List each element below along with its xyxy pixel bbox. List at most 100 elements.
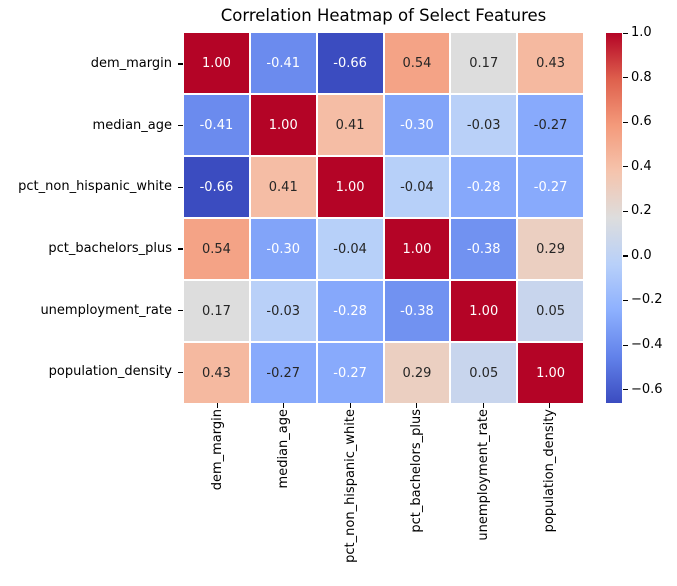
cell-value: -0.38 [400,303,434,319]
heatmap-cell: 1.00 [317,157,383,217]
heatmap-cell: 1.00 [250,95,316,155]
y-tick-mark [178,248,183,250]
y-tick-mark [178,63,183,65]
heatmap-grid: 1.00 -0.41 -0.66 0.54 0.17 0.43 -0.41 1.00 0.41 -… [184,33,583,403]
heatmap-cell: 0.41 [250,157,316,217]
cell-value: 0.54 [402,55,432,71]
cell-value: -0.04 [333,241,367,257]
heatmap-cell: -0.41 [184,95,249,155]
colorbar-tick-label: −0.2 [631,292,663,308]
colorbar-tick-label: −0.6 [631,381,663,397]
heatmap-cell: -0.41 [250,33,316,93]
colorbar-tick-mark [623,166,628,168]
heatmap-cell: 0.43 [518,33,583,93]
y-tick-mark [178,125,183,127]
colorbar-tick-mark [623,299,628,302]
cell-value: 1.00 [536,365,566,381]
y-tick-label: pct_bachelors_plus [48,240,172,256]
heatmap-cell: -0.38 [384,281,450,341]
heatmap-cell: 0.43 [184,343,249,403]
cell-value: -0.41 [266,55,301,71]
heatmap-cell: 0.17 [184,281,249,341]
heatmap-cell: 0.29 [384,343,450,403]
cell-value: 0.41 [268,179,298,195]
cell-value: 0.05 [469,365,499,381]
colorbar-tick-mark [623,210,628,212]
heatmap-cell: 0.41 [317,95,383,155]
heatmap-cell: -0.66 [184,157,249,217]
heatmap-cell: -0.30 [384,95,450,155]
cell-value: 0.29 [402,365,432,381]
x-tick-mark [549,403,551,408]
colorbar [606,33,622,403]
heatmap-cell: 0.29 [518,219,583,279]
cell-value: 0.41 [335,117,365,133]
colorbar-tick-label: 1.0 [631,25,652,40]
x-tick-mark [482,403,484,408]
cell-value: 0.29 [536,241,566,257]
x-tick-mark [216,403,218,408]
cell-value: -0.38 [466,241,501,257]
cell-value: 0.17 [201,303,231,319]
colorbar-tick-label: 0.6 [631,114,652,130]
x-tick-label: median_age [276,409,292,489]
heatmap-cell: 0.17 [451,33,517,93]
y-tick-mark [178,371,183,373]
x-tick-mark [349,403,351,408]
x-tick-label: population_density [542,409,558,533]
colorbar-tick-mark [623,255,628,257]
colorbar-tick-mark [623,344,628,346]
heatmap-cell: -0.28 [317,281,383,341]
cell-value: -0.28 [333,303,367,319]
heatmap-cell: 0.54 [384,33,450,93]
heatmap-cell: 0.54 [184,219,249,279]
cell-value: -0.66 [199,179,234,195]
colorbar-tick-label: −0.4 [631,337,663,353]
y-tick-label: median_age [92,117,172,133]
heatmap-cell: -0.27 [518,157,583,217]
heatmap-cell: -0.30 [250,219,316,279]
heatmap-cell: 1.00 [184,33,249,93]
y-tick-label: population_density [48,364,172,380]
y-tick-label: pct_non_hispanic_white [18,179,172,195]
colorbar-tick-label: 0.4 [631,158,652,174]
y-tick-mark [178,186,183,188]
heatmap-cell: 1.00 [384,219,450,279]
cell-value: -0.30 [400,117,434,133]
heatmap-cell: 1.00 [451,281,517,341]
cell-value: 0.43 [201,365,231,381]
cell-value: 0.43 [536,55,566,71]
heatmap-cell: -0.27 [518,95,583,155]
x-tick-label: dem_margin [209,409,225,491]
heatmap-cell: -0.04 [384,157,450,217]
x-tick-label: unemployment_rate [475,409,491,541]
heatmap-cell: -0.38 [451,219,517,279]
heatmap-cell: -0.66 [317,33,383,93]
cell-value: 1.00 [402,241,432,257]
cell-value: -0.03 [466,117,501,133]
cell-value: 1.00 [469,303,499,319]
cell-value: 0.05 [536,303,566,319]
cell-value: -0.27 [533,179,568,195]
colorbar-tick-label: 0.8 [631,69,652,85]
cell-value: -0.41 [199,117,234,133]
chart-title: Correlation Heatmap of Select Features [220,6,547,25]
heatmap-cell: -0.27 [250,343,316,403]
colorbar-tick-mark [623,77,628,79]
cell-value: -0.27 [533,117,568,133]
x-tick-mark [283,403,285,408]
heatmap-cell: 0.05 [518,281,583,341]
heatmap-cell: 1.00 [518,343,583,403]
heatmap-cell: -0.04 [317,219,383,279]
colorbar-tick-mark [623,32,628,34]
y-tick-mark [178,310,183,312]
cell-value: -0.03 [266,303,301,319]
cell-value: 1.00 [335,179,365,195]
cell-value: -0.04 [400,179,434,195]
heatmap-cell: -0.03 [451,95,517,155]
heatmap-cell: -0.28 [451,157,517,217]
x-tick-mark [416,403,418,408]
cell-value: 1.00 [268,117,298,133]
cell-value: -0.66 [333,55,367,71]
